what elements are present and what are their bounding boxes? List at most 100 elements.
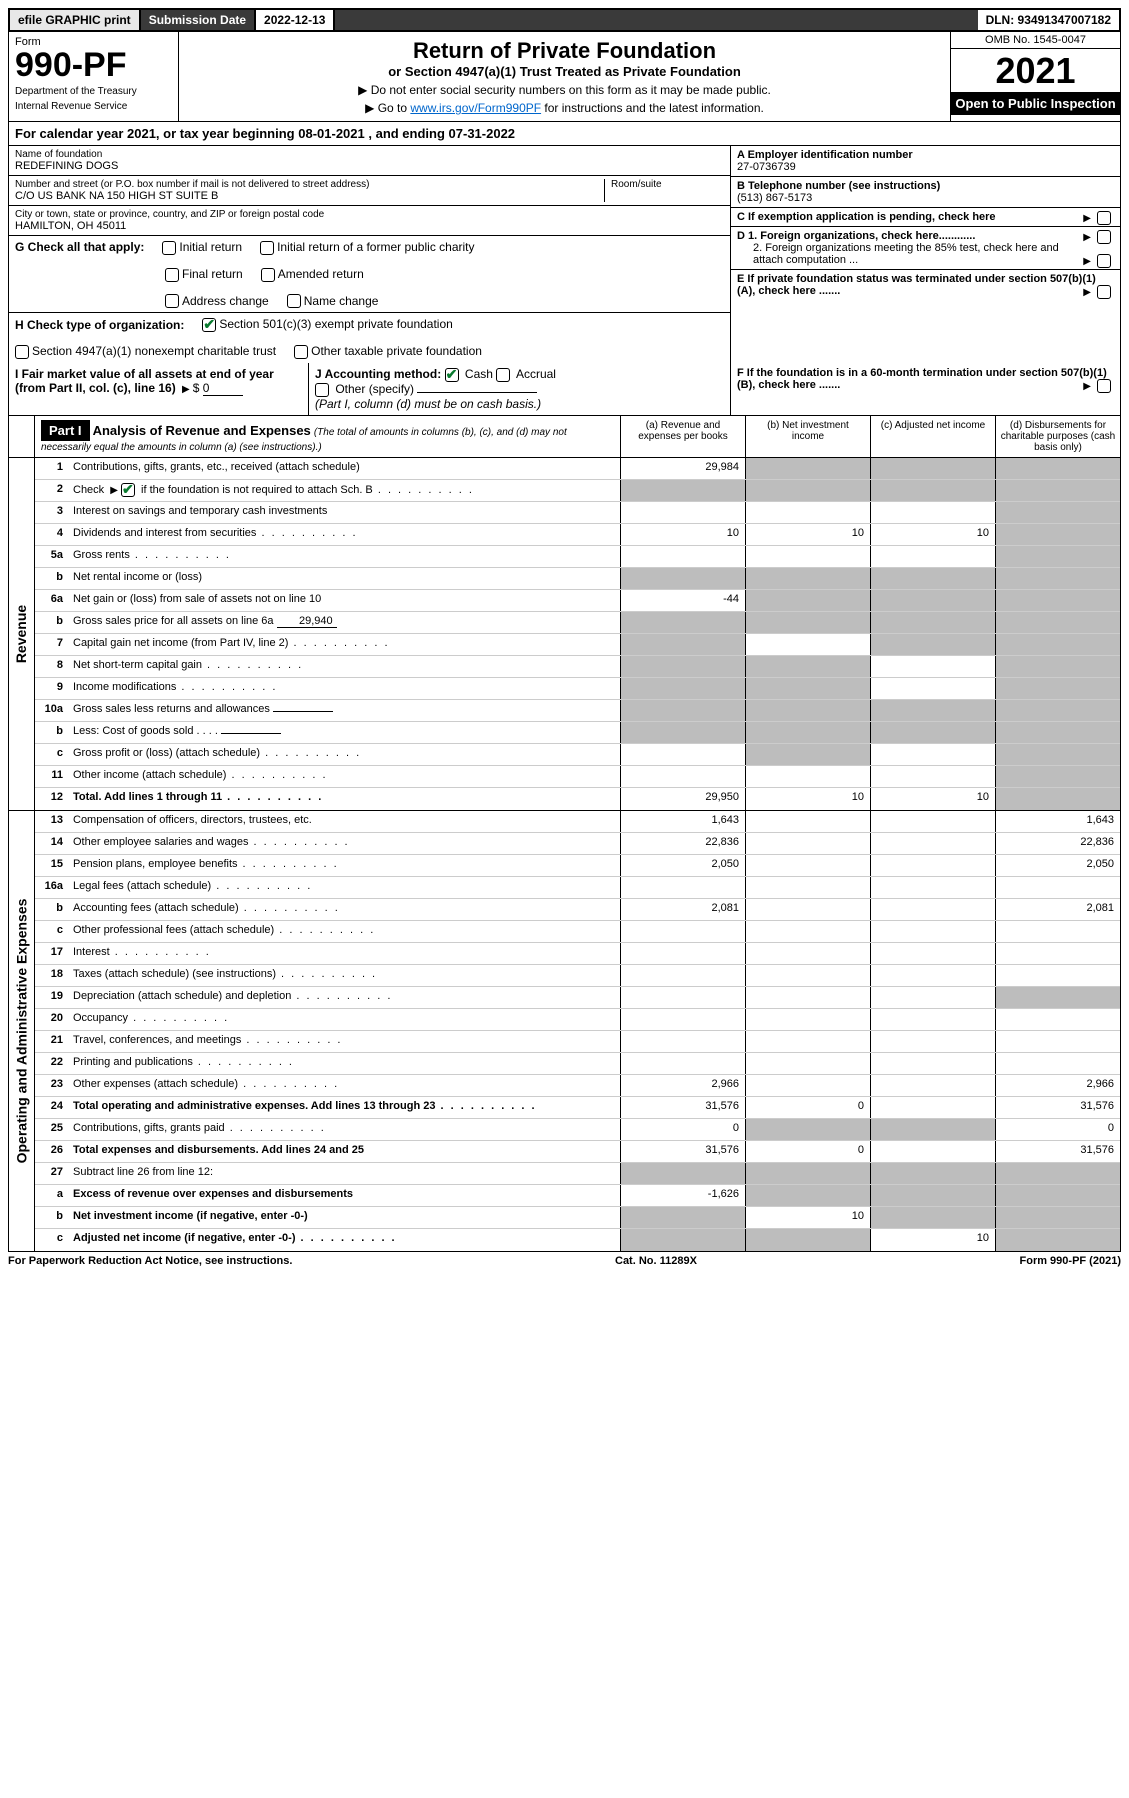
l10a-b [745, 700, 870, 721]
line-5a: 5aGross rents [35, 546, 1120, 568]
line-25: 25Contributions, gifts, grants paid00 [35, 1119, 1120, 1141]
l6b-desc: Gross sales price for all assets on line… [73, 615, 274, 627]
checkbox-checked-icon[interactable] [445, 368, 459, 382]
l21-c [870, 1031, 995, 1052]
l14-b [745, 833, 870, 854]
checkbox-icon[interactable] [287, 294, 301, 308]
checkbox-checked-icon[interactable] [121, 483, 135, 497]
c-cell: C If exemption application is pending, c… [731, 208, 1120, 227]
j-other: Other (specify) [335, 382, 414, 396]
j-cash: Cash [465, 367, 493, 381]
l16b-dd: 2,081 [995, 899, 1120, 920]
instr-line-2: ▶ Go to www.irs.gov/Form990PF for instru… [189, 101, 940, 115]
l22-n: 22 [35, 1053, 69, 1074]
g-label: G Check all that apply: [15, 240, 144, 254]
cal-mid: , and ending [368, 126, 448, 141]
checkbox-checked-icon[interactable] [202, 318, 216, 332]
l10a-c [870, 700, 995, 721]
room-label: Room/suite [611, 179, 724, 190]
checkbox-icon[interactable] [1097, 379, 1111, 393]
line-15: 15Pension plans, employee benefits2,0502… [35, 855, 1120, 877]
rev-text: Revenue [14, 605, 30, 663]
dept-treasury: Department of the Treasury [15, 86, 172, 97]
l25-b [745, 1119, 870, 1140]
l9-dd [995, 678, 1120, 699]
line-19: 19Depreciation (attach schedule) and dep… [35, 987, 1120, 1009]
l23-n: 23 [35, 1075, 69, 1096]
revenue-table: Revenue 1Contributions, gifts, grants, e… [8, 458, 1121, 811]
g-initial-former: Initial return of a former public charit… [260, 240, 474, 255]
i-value: 0 [203, 381, 243, 396]
checkbox-icon[interactable] [15, 345, 29, 359]
l1-b [745, 458, 870, 479]
l5a-d: Gross rents [69, 546, 620, 567]
checkbox-icon[interactable] [315, 383, 329, 397]
l6a-b [745, 590, 870, 611]
dln-value: DLN: 93491347007182 [978, 10, 1119, 30]
revenue-side-label: Revenue [9, 458, 35, 810]
line-3: 3Interest on savings and temporary cash … [35, 502, 1120, 524]
foundation-name-cell: Name of foundation REDEFINING DOGS [9, 146, 730, 176]
l5b-n: b [35, 568, 69, 589]
checkbox-icon[interactable] [162, 241, 176, 255]
l6b-a [620, 612, 745, 633]
topbar-spacer [335, 10, 977, 30]
l15-b [745, 855, 870, 876]
l9-b [745, 678, 870, 699]
l10b-n: b [35, 722, 69, 743]
l12-d: Total. Add lines 1 through 11 [69, 788, 620, 810]
l16c-a [620, 921, 745, 942]
h-label: H Check type of organization: [15, 318, 184, 332]
l4-a: 10 [620, 524, 745, 545]
line-10b: bLess: Cost of goods sold . . . . [35, 722, 1120, 744]
l13-b [745, 811, 870, 832]
l1-d [995, 458, 1120, 479]
checkbox-icon[interactable] [260, 241, 274, 255]
checkbox-icon[interactable] [165, 268, 179, 282]
h-4947: Section 4947(a)(1) nonexempt charitable … [15, 344, 276, 359]
l2-c [870, 480, 995, 501]
l14-a: 22,836 [620, 833, 745, 854]
arrow-icon [110, 484, 118, 496]
ein-cell: A Employer identification number 27-0736… [731, 146, 1120, 177]
g-opt-2: Final return [182, 267, 243, 281]
l27-a [620, 1163, 745, 1184]
h-opt-1: Section 501(c)(3) exempt private foundat… [219, 317, 452, 331]
footer-right: Form 990-PF (2021) [1020, 1255, 1121, 1267]
l27c-d: Adjusted net income (if negative, enter … [69, 1229, 620, 1251]
checkbox-icon[interactable] [1097, 211, 1111, 225]
line-27a: aExcess of revenue over expenses and dis… [35, 1185, 1120, 1207]
checkbox-icon[interactable] [1097, 254, 1111, 268]
line-4: 4Dividends and interest from securities1… [35, 524, 1120, 546]
col-a-header: (a) Revenue and expenses per books [620, 416, 745, 457]
header-right: OMB No. 1545-0047 2021 Open to Public In… [950, 32, 1120, 121]
checkbox-icon[interactable] [165, 294, 179, 308]
line-22: 22Printing and publications [35, 1053, 1120, 1075]
l10c-c [870, 744, 995, 765]
checkbox-icon[interactable] [261, 268, 275, 282]
l8-n: 8 [35, 656, 69, 677]
l20-a [620, 1009, 745, 1030]
col-c-header: (c) Adjusted net income [870, 416, 995, 457]
l27b-n: b [35, 1207, 69, 1228]
checkbox-icon[interactable] [1097, 230, 1111, 244]
checkbox-icon[interactable] [1097, 285, 1111, 299]
l22-dd [995, 1053, 1120, 1074]
revenue-rows: 1Contributions, gifts, grants, etc., rec… [35, 458, 1120, 810]
l26-n: 26 [35, 1141, 69, 1162]
l11-c [870, 766, 995, 787]
form990pf-link[interactable]: www.irs.gov/Form990PF [410, 101, 541, 115]
l15-a: 2,050 [620, 855, 745, 876]
l1-n: 1 [35, 458, 69, 479]
l27c-a [620, 1229, 745, 1251]
checkbox-icon[interactable] [496, 368, 510, 382]
checkbox-icon[interactable] [294, 345, 308, 359]
expenses-side-label: Operating and Administrative Expenses [9, 811, 35, 1251]
l12-c: 10 [870, 788, 995, 810]
l13-a: 1,643 [620, 811, 745, 832]
l23-a: 2,966 [620, 1075, 745, 1096]
l25-n: 25 [35, 1119, 69, 1140]
l16a-dd [995, 877, 1120, 898]
l2-dd [995, 480, 1120, 501]
l25-d: Contributions, gifts, grants paid [69, 1119, 620, 1140]
